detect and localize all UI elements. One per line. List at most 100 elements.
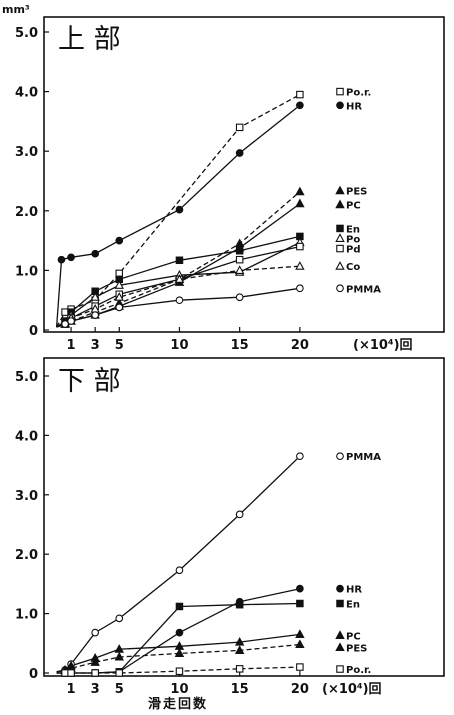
- point-pd: [235, 255, 244, 264]
- legend-marker-en: [336, 224, 344, 233]
- y-tick-label: 2.0: [15, 205, 38, 220]
- upper-plot-frame: [43, 16, 445, 333]
- point-pmma: [175, 296, 184, 305]
- legend-marker-pc: [335, 630, 345, 639]
- point-co: [295, 261, 305, 270]
- x-tick-label: 10: [170, 682, 188, 697]
- point-po-r: [115, 669, 124, 677]
- point-hr: [91, 249, 100, 258]
- upper-panel: 上 部 mm³ (×10⁴)回 0 1.0 2.0 3.0 4.0 5.0 1 3 5 10 15…: [2, 3, 445, 353]
- legend-marker-pmma: [336, 284, 344, 293]
- upper-series-markers: [57, 90, 305, 328]
- point-pd: [296, 242, 304, 251]
- point-co: [234, 265, 245, 274]
- point-pes: [174, 648, 185, 657]
- lower-plot-frame: [43, 357, 445, 677]
- upper-x-unit-label: (×10⁴)回: [353, 338, 413, 353]
- point-pmma: [235, 293, 244, 302]
- point-hr: [67, 253, 75, 262]
- y-tick-label: 1.0: [15, 264, 38, 279]
- y-tick-label: 3.0: [15, 489, 38, 504]
- point-po-r: [91, 669, 99, 677]
- legend-marker-pc: [335, 199, 345, 209]
- legend-marker-pmma: [336, 452, 344, 461]
- point-en: [175, 256, 184, 265]
- y-tick-label: 5.0: [15, 26, 38, 41]
- x-tick-label: 5: [115, 338, 124, 353]
- point-pmma: [115, 614, 124, 623]
- legend-marker-hr: [336, 101, 344, 110]
- legend-marker-co: [335, 261, 345, 270]
- point-po: [90, 292, 100, 301]
- point-hr: [57, 255, 66, 264]
- series-label-po-r: Po.r.: [346, 665, 371, 676]
- series-label-pc: PC: [346, 631, 361, 642]
- x-tick-label: 3: [91, 338, 100, 353]
- point-pc: [295, 198, 305, 208]
- legend-marker-en: [336, 599, 344, 608]
- point-pmma: [91, 628, 100, 637]
- lower-panel: 下 部 (×10⁴)回 滑走回数 01.02.03.04.05.0 1 3 5 10 1…: [15, 357, 445, 712]
- legend-marker-pd: [336, 244, 344, 253]
- y-tick-label: 4.0: [15, 86, 38, 101]
- point-pes: [114, 651, 124, 661]
- lower-y-tick-labels: 0 1.0 2.0 3.0 4.0 5.0: [15, 370, 49, 682]
- point-po: [114, 280, 124, 289]
- point-pmma: [91, 311, 100, 319]
- point-pmma: [235, 510, 244, 519]
- point-po-r: [61, 308, 69, 316]
- legend-marker-hr: [336, 584, 344, 593]
- series-label-pmma: PMMA: [346, 284, 381, 295]
- point-po-r: [235, 665, 244, 673]
- x-tick-label: 5: [115, 682, 124, 697]
- legend-marker-po: [335, 233, 345, 242]
- lower-x-tick-labels: 1 3 5 10 15 20: [67, 671, 309, 697]
- series-label-pc: PC: [346, 201, 361, 212]
- series-label-hr: HR: [346, 101, 362, 112]
- lower-x-unit-label: (×10⁴)回: [322, 682, 382, 697]
- point-hr: [296, 101, 304, 110]
- point-co: [174, 274, 185, 283]
- point-pes: [90, 657, 100, 666]
- series-label-pmma: PMMA: [346, 452, 381, 463]
- series-label-pd: Pd: [346, 245, 361, 256]
- lower-series-markers: [60, 452, 305, 677]
- legend-marker-pes: [335, 185, 345, 195]
- legend-marker-pes: [335, 642, 345, 652]
- series-label-hr: HR: [346, 585, 362, 596]
- lower-panel-title: 下 部: [58, 366, 121, 397]
- point-pmma: [67, 317, 75, 325]
- point-pc: [295, 629, 305, 638]
- y-tick-label: 0: [29, 324, 38, 339]
- y-tick-label: 1.0: [15, 608, 38, 623]
- y-tick-label: 4.0: [15, 429, 38, 444]
- point-en: [296, 599, 304, 608]
- series-label-en: En: [346, 600, 360, 611]
- x-tick-label: 10: [170, 338, 188, 353]
- point-en: [175, 602, 184, 611]
- point-en: [235, 246, 244, 255]
- point-hr: [296, 584, 304, 593]
- point-pmma: [296, 284, 304, 293]
- point-pes: [295, 639, 305, 649]
- x-tick-label: 20: [291, 682, 309, 697]
- x-tick-label: 20: [291, 338, 309, 353]
- y-tick-label: 5.0: [15, 370, 38, 385]
- y-axis-unit-label: mm³: [2, 3, 30, 16]
- series-label-co: Co: [346, 262, 360, 273]
- x-axis-title: 滑走回数: [148, 696, 208, 712]
- point-po-r: [296, 663, 304, 671]
- point-hr: [115, 236, 124, 245]
- point-pmma: [175, 566, 184, 575]
- point-pes: [234, 645, 245, 654]
- point-po-r: [175, 667, 184, 675]
- series-label-po: Po: [346, 234, 360, 245]
- point-pmma: [296, 452, 304, 461]
- legend-marker-po-r: [336, 87, 344, 96]
- point-pc: [234, 636, 245, 646]
- point-hr: [235, 149, 244, 157]
- point-pmma: [115, 303, 124, 312]
- x-tick-label: 3: [91, 682, 100, 697]
